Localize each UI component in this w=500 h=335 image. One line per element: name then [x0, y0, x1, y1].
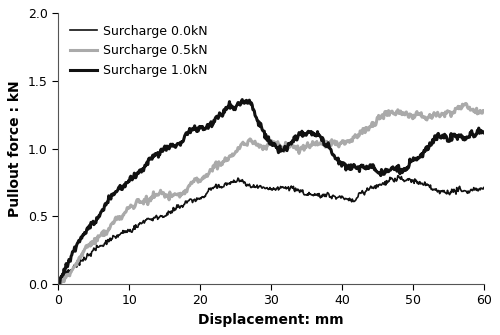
Surcharge 1.0kN — [248, 101, 254, 105]
Surcharge 1.0kN — [164, 145, 170, 149]
Surcharge 0.5kN — [480, 109, 486, 113]
Surcharge 1.0kN — [480, 131, 486, 135]
Surcharge 0.5kN — [56, 282, 62, 286]
Line: Surcharge 0.0kN: Surcharge 0.0kN — [58, 176, 484, 284]
Surcharge 1.0kN — [56, 282, 62, 286]
Surcharge 0.0kN — [395, 174, 401, 178]
Legend: Surcharge 0.0kN, Surcharge 0.5kN, Surcharge 1.0kN: Surcharge 0.0kN, Surcharge 0.5kN, Surcha… — [64, 19, 213, 82]
Surcharge 0.0kN — [376, 183, 382, 187]
Surcharge 0.0kN — [132, 224, 138, 228]
Surcharge 1.0kN — [340, 161, 346, 165]
Surcharge 1.0kN — [240, 97, 246, 102]
Surcharge 0.5kN — [166, 193, 172, 197]
Y-axis label: Pullout force : kN: Pullout force : kN — [8, 80, 22, 217]
Surcharge 0.5kN — [376, 117, 382, 121]
Surcharge 0.0kN — [480, 186, 486, 190]
Surcharge 0.0kN — [340, 196, 346, 200]
Surcharge 0.5kN — [463, 102, 469, 106]
Surcharge 0.0kN — [248, 186, 254, 190]
X-axis label: Displacement: mm: Displacement: mm — [198, 313, 344, 327]
Line: Surcharge 1.0kN: Surcharge 1.0kN — [58, 99, 484, 284]
Surcharge 1.0kN — [130, 176, 136, 180]
Surcharge 0.0kN — [56, 281, 62, 285]
Surcharge 1.0kN — [376, 171, 382, 175]
Surcharge 0.5kN — [306, 146, 312, 150]
Surcharge 0.5kN — [248, 139, 254, 143]
Surcharge 0.0kN — [166, 209, 172, 213]
Surcharge 0.0kN — [56, 282, 62, 286]
Surcharge 0.0kN — [306, 192, 312, 196]
Surcharge 1.0kN — [306, 131, 312, 135]
Surcharge 0.5kN — [132, 206, 138, 210]
Surcharge 0.5kN — [340, 140, 346, 144]
Line: Surcharge 0.5kN: Surcharge 0.5kN — [58, 104, 484, 284]
Surcharge 0.5kN — [56, 279, 62, 283]
